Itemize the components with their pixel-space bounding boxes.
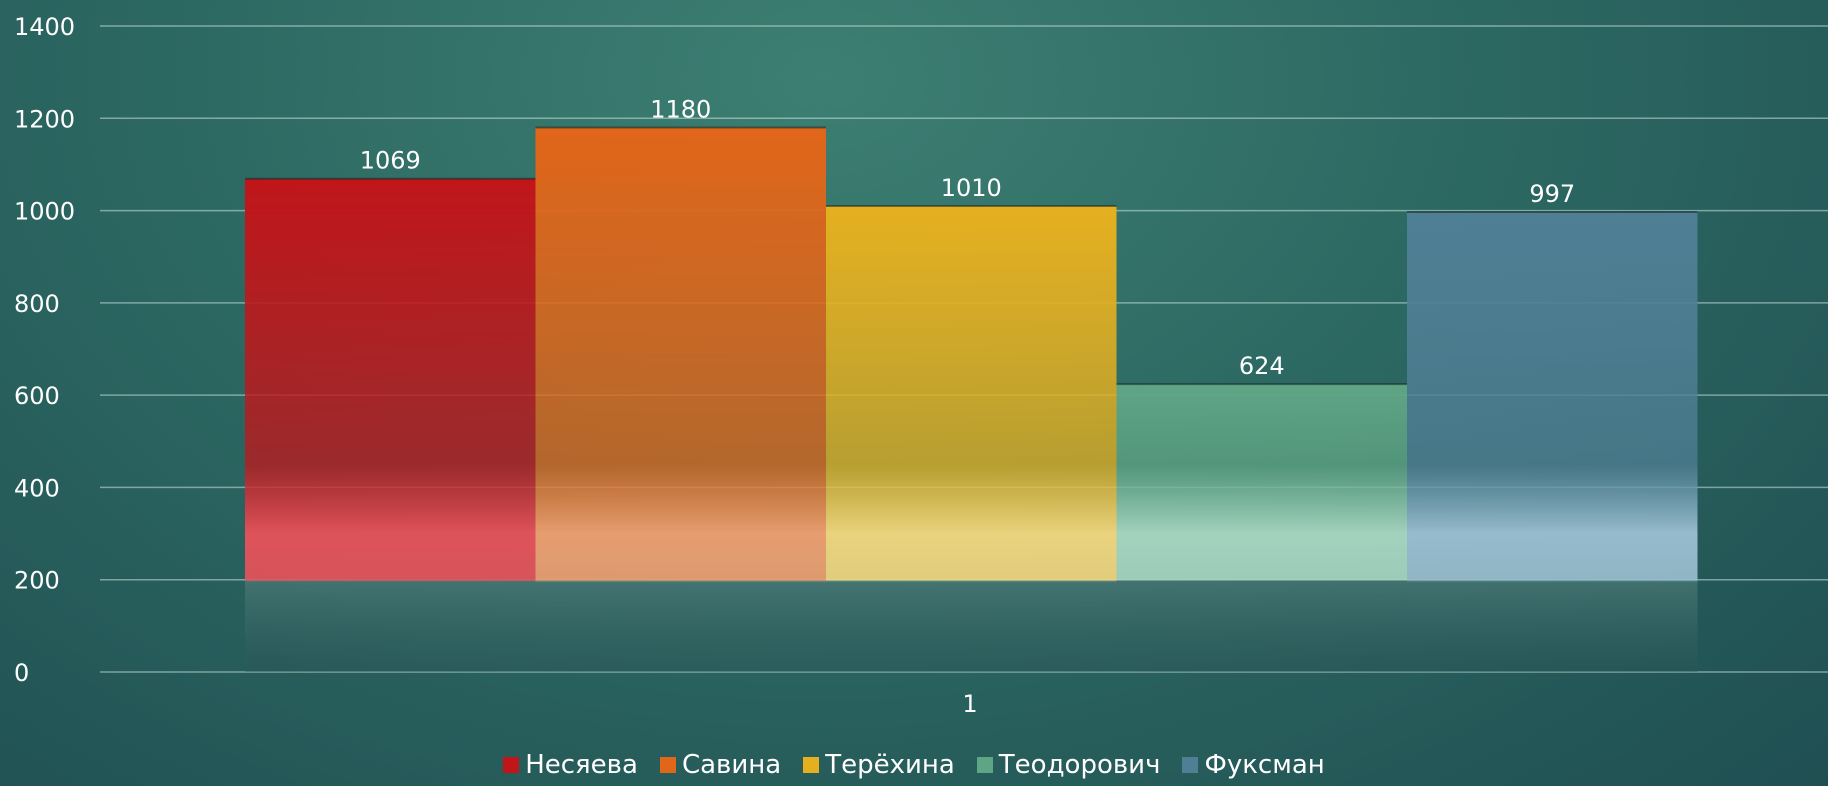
y-tick-label: 600 bbox=[14, 382, 60, 410]
legend-label: Савина bbox=[681, 750, 782, 780]
y-axis: 0 200 400 600 800 1000 1200 1400 bbox=[14, 13, 75, 687]
legend-item: Несяева bbox=[503, 750, 638, 780]
legend-item: Терёхина bbox=[803, 750, 955, 780]
bars bbox=[245, 126, 1698, 673]
y-tick-label: 200 bbox=[14, 567, 60, 595]
legend-swatch bbox=[803, 757, 820, 773]
y-tick-label: 1000 bbox=[14, 198, 75, 226]
legend-label: Несяева bbox=[525, 750, 638, 780]
legend-label: Теодорович bbox=[998, 750, 1161, 780]
legend-item: Савина bbox=[659, 750, 782, 780]
legend-swatch bbox=[1182, 757, 1199, 773]
legend-swatch bbox=[659, 757, 676, 773]
y-tick-label: 800 bbox=[14, 290, 60, 318]
bar-3 bbox=[826, 205, 1117, 672]
y-tick-label: 1200 bbox=[14, 105, 75, 133]
legend: Несяева Савина Терёхина Теодорович Фуксман bbox=[0, 750, 1828, 780]
data-label: 624 bbox=[1239, 352, 1285, 380]
bar-4 bbox=[1116, 384, 1407, 672]
y-tick-label: 400 bbox=[14, 474, 60, 502]
legend-label: Терёхина bbox=[825, 750, 955, 780]
data-label: 1069 bbox=[360, 147, 421, 175]
bar-1 bbox=[245, 178, 536, 673]
bar-2 bbox=[535, 127, 826, 672]
data-label: 1180 bbox=[650, 96, 711, 124]
data-label: 997 bbox=[1529, 180, 1575, 208]
bar-5 bbox=[1407, 211, 1698, 672]
y-tick-label: 1400 bbox=[14, 13, 75, 41]
legend-item: Фуксман bbox=[1182, 750, 1325, 780]
legend-label: Фуксман bbox=[1204, 750, 1325, 780]
legend-swatch bbox=[503, 757, 520, 773]
legend-swatch bbox=[976, 757, 993, 773]
data-label: 1010 bbox=[941, 174, 1002, 202]
x-tick-label: 1 bbox=[962, 690, 977, 718]
data-labels: 1069 1180 1010 624 997 bbox=[360, 96, 1575, 381]
y-tick-label: 0 bbox=[14, 659, 29, 687]
legend-item: Теодорович bbox=[976, 750, 1161, 780]
